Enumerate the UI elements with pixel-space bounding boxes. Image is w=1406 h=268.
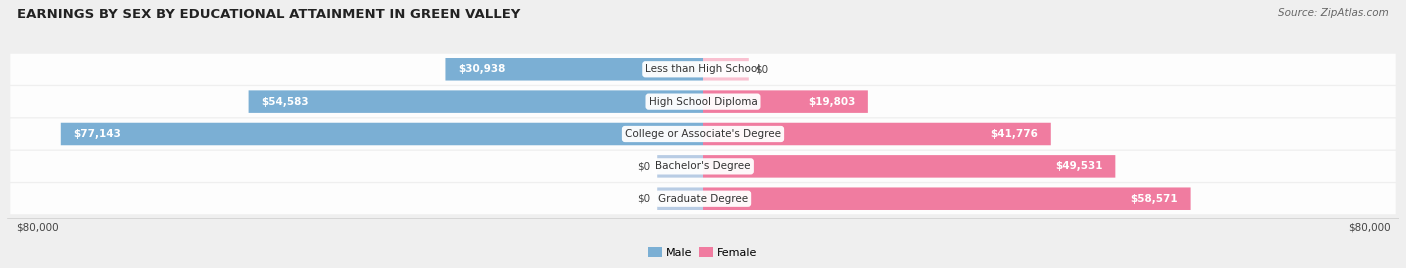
FancyBboxPatch shape — [657, 187, 703, 210]
FancyBboxPatch shape — [703, 58, 749, 81]
FancyBboxPatch shape — [10, 151, 1396, 182]
Text: Less than High School: Less than High School — [645, 64, 761, 74]
Text: EARNINGS BY SEX BY EDUCATIONAL ATTAINMENT IN GREEN VALLEY: EARNINGS BY SEX BY EDUCATIONAL ATTAINMEN… — [17, 8, 520, 21]
Text: $19,803: $19,803 — [808, 97, 855, 107]
Text: Bachelor's Degree: Bachelor's Degree — [655, 161, 751, 171]
Text: $0: $0 — [637, 161, 651, 171]
Text: $58,571: $58,571 — [1130, 194, 1178, 204]
Text: Source: ZipAtlas.com: Source: ZipAtlas.com — [1278, 8, 1389, 18]
FancyBboxPatch shape — [703, 90, 868, 113]
Text: Graduate Degree: Graduate Degree — [658, 194, 748, 204]
FancyBboxPatch shape — [703, 123, 1050, 145]
FancyBboxPatch shape — [10, 118, 1396, 150]
Text: $77,143: $77,143 — [73, 129, 121, 139]
Text: High School Diploma: High School Diploma — [648, 97, 758, 107]
FancyBboxPatch shape — [446, 58, 703, 81]
Text: $49,531: $49,531 — [1056, 161, 1102, 171]
FancyBboxPatch shape — [10, 183, 1396, 214]
Text: $54,583: $54,583 — [262, 97, 309, 107]
FancyBboxPatch shape — [10, 54, 1396, 85]
Text: $30,938: $30,938 — [458, 64, 505, 74]
Text: College or Associate's Degree: College or Associate's Degree — [626, 129, 780, 139]
Text: $0: $0 — [755, 64, 769, 74]
FancyBboxPatch shape — [703, 155, 1115, 178]
Text: $0: $0 — [637, 194, 651, 204]
Text: $41,776: $41,776 — [990, 129, 1038, 139]
FancyBboxPatch shape — [10, 86, 1396, 117]
Legend: Male, Female: Male, Female — [644, 243, 762, 262]
FancyBboxPatch shape — [703, 187, 1191, 210]
FancyBboxPatch shape — [249, 90, 703, 113]
FancyBboxPatch shape — [60, 123, 703, 145]
FancyBboxPatch shape — [657, 155, 703, 178]
